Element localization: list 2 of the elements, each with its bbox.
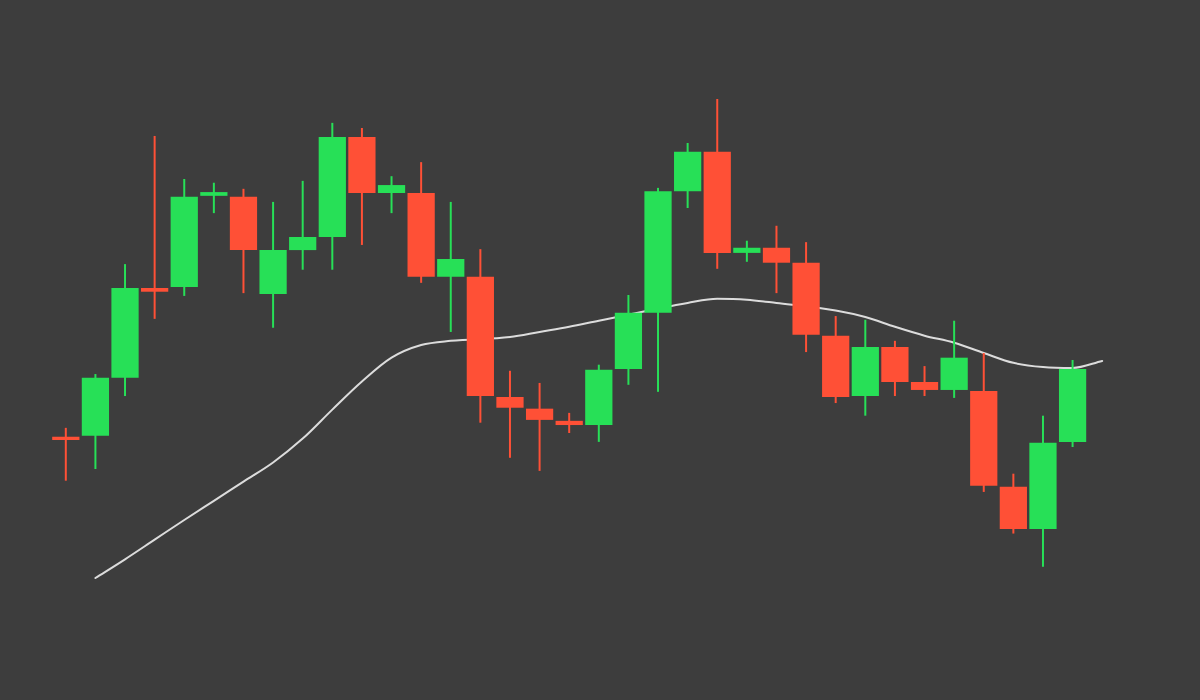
candlestick	[141, 135, 169, 319]
candlestick	[52, 427, 80, 481]
